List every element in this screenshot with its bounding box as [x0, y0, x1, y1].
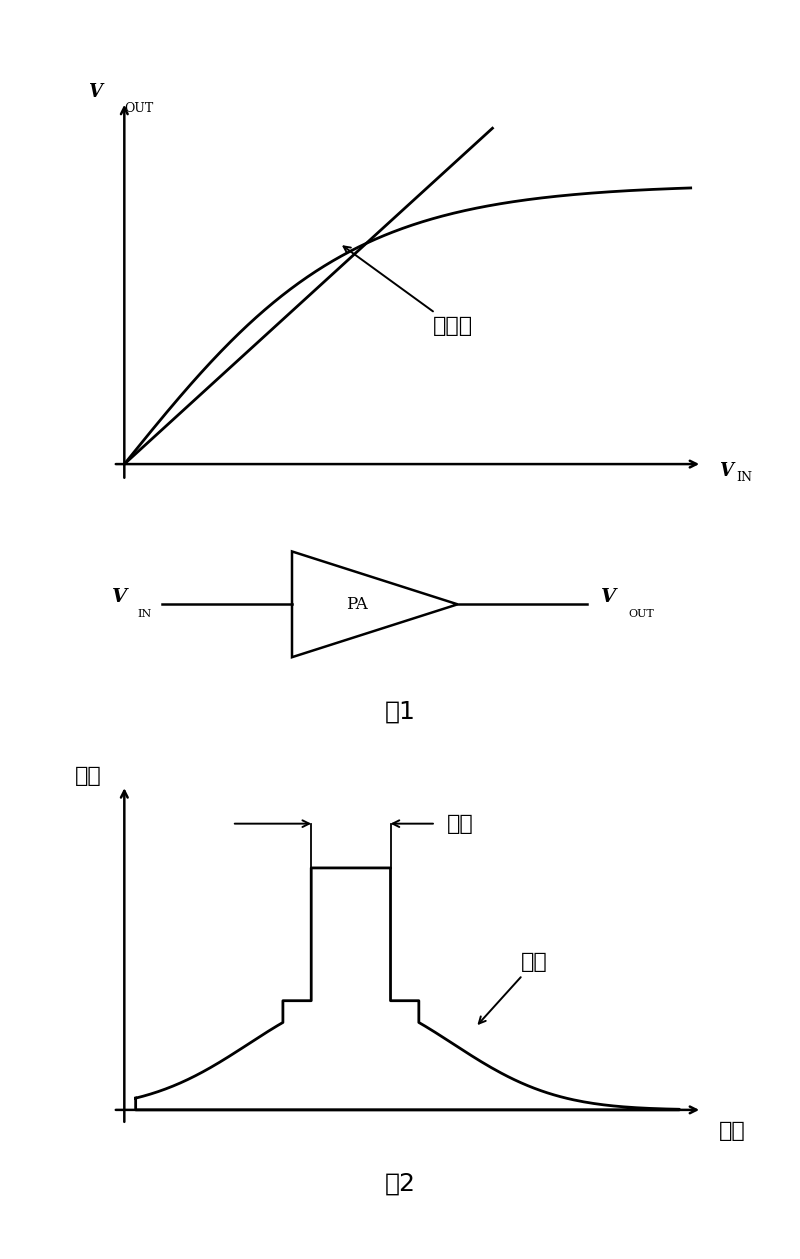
- Text: IN: IN: [138, 609, 151, 619]
- Text: 功率: 功率: [75, 767, 102, 787]
- Text: V: V: [719, 462, 733, 480]
- Text: V: V: [88, 83, 102, 101]
- Text: 图1: 图1: [385, 699, 415, 724]
- Text: OUT: OUT: [628, 609, 654, 619]
- Text: V: V: [112, 588, 126, 606]
- Text: 频率: 频率: [719, 1121, 746, 1141]
- Text: IN: IN: [736, 471, 752, 483]
- Text: OUT: OUT: [124, 102, 154, 115]
- Text: V: V: [602, 588, 616, 606]
- Text: 互调: 互调: [478, 952, 547, 1024]
- Text: 图2: 图2: [385, 1171, 415, 1196]
- Text: 非线性: 非线性: [343, 247, 473, 336]
- Text: 载波: 载波: [447, 813, 474, 833]
- Text: PA: PA: [346, 596, 368, 613]
